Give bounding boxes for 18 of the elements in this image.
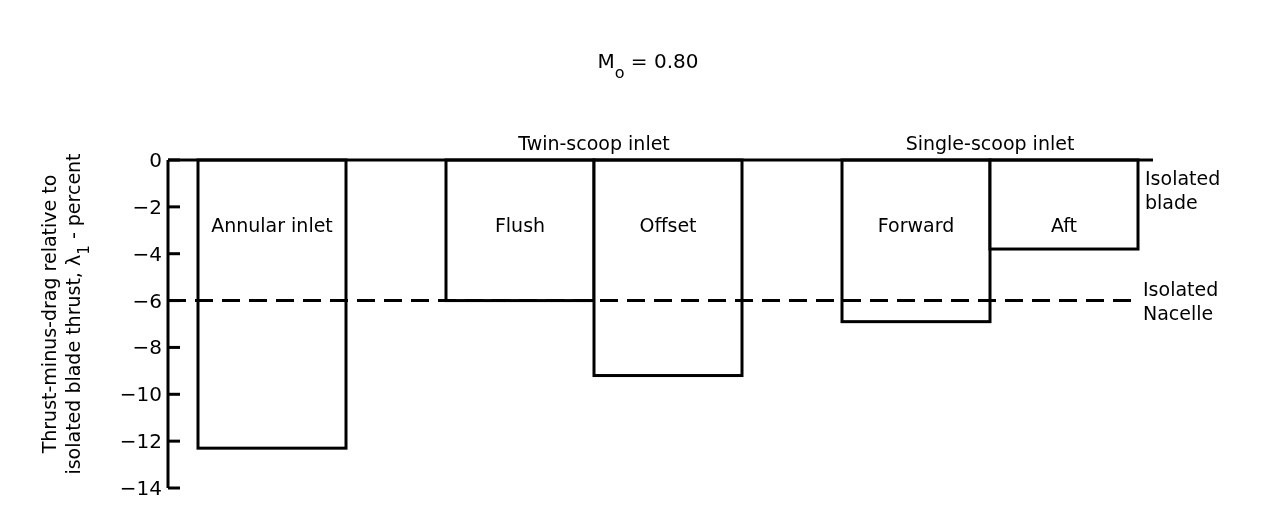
- y-tick-label: −10: [119, 382, 162, 407]
- y-tick-label: −4: [132, 241, 162, 266]
- text: Single-scoop inlet: [905, 132, 1075, 154]
- chart-title: M$_{o}$ = 0.80: [597, 49, 699, 82]
- x-tick-label: Aft: [1050, 214, 1078, 236]
- y-tick-label: −6: [132, 288, 162, 313]
- text: Twin-scoop inlet: [517, 132, 670, 154]
- x-tick-label: Forward: [877, 214, 955, 236]
- x-tick-label: Flush: [494, 214, 546, 236]
- y-tick-label: −8: [132, 335, 162, 360]
- ref-line-label: Isolated blade: [1145, 167, 1221, 213]
- x-tick-label: Offset: [639, 214, 697, 236]
- y-tick-label: 0: [149, 148, 162, 172]
- y-tick-label: −14: [119, 476, 162, 500]
- y-tick-label: −12: [119, 429, 162, 454]
- x-tick-label: Annular inlet: [211, 214, 333, 236]
- ref-line-label: Isolated Nacelle: [1143, 277, 1219, 324]
- y-tick-label: −2: [132, 194, 162, 219]
